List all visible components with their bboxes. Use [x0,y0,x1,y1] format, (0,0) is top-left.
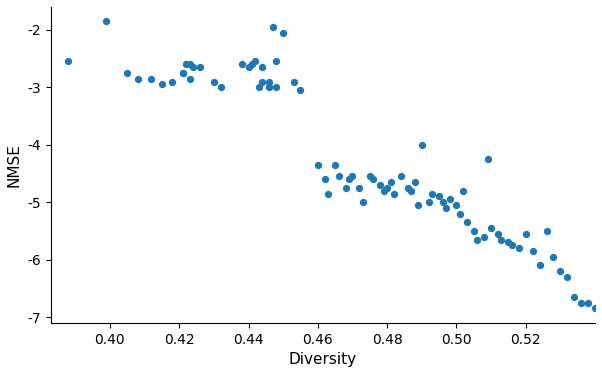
Point [347,174,357,180]
Point [535,263,544,269]
Point [410,179,420,185]
Point [379,188,388,194]
Point [278,30,288,36]
Point [386,179,396,185]
Point [258,79,267,85]
Point [514,245,524,251]
Point [441,205,451,211]
Point [445,196,455,202]
Point [133,76,143,82]
Point [358,199,368,205]
Point [521,231,530,237]
Point [185,76,194,82]
Point [244,64,253,70]
Point [313,162,323,168]
Point [396,174,406,180]
Point [334,174,343,180]
Point [341,185,350,191]
Point [562,274,572,280]
Point [462,219,471,225]
Point [272,58,281,64]
Point [569,294,579,300]
Point [122,70,132,76]
Point [368,176,378,182]
Point [258,64,267,70]
Point [590,306,600,312]
Point [493,231,503,237]
Point [497,236,506,242]
Point [323,191,333,197]
Point [556,268,565,274]
Point [195,64,205,70]
Point [289,79,299,85]
Point [264,85,274,91]
Point [452,202,461,208]
Point [296,87,305,93]
Point [542,228,551,234]
Point [268,24,278,30]
Point [469,228,479,234]
Point [414,202,423,208]
Point [548,254,558,260]
Point [254,85,264,91]
Point [185,61,194,67]
Point [438,199,447,205]
Point [365,174,374,180]
Point [382,185,392,191]
Point [406,188,416,194]
Point [583,300,593,306]
Point [320,176,329,182]
Point [376,182,385,188]
Point [272,85,281,91]
Point [181,61,191,67]
Point [486,225,496,231]
Y-axis label: NMSE: NMSE [7,143,22,187]
Point [247,61,257,67]
X-axis label: Diversity: Diversity [289,352,357,367]
Point [479,234,489,240]
Point [507,242,517,248]
Point [178,70,187,76]
Point [237,61,246,67]
Point [167,79,177,85]
Point [355,185,364,191]
Point [459,188,468,194]
Point [576,300,586,306]
Point [455,211,465,217]
Point [102,18,111,24]
Point [417,142,427,148]
Point [209,79,219,85]
Point [250,58,260,64]
Point [427,191,437,197]
Point [389,191,399,197]
Point [157,82,167,88]
Point [434,193,444,199]
Point [330,162,340,168]
Point [188,64,198,70]
Point [424,199,433,205]
Point [473,236,482,242]
Point [504,239,514,245]
Point [483,156,492,162]
Point [528,248,538,254]
Point [403,185,413,191]
Point [147,76,157,82]
Point [344,176,354,182]
Point [178,70,187,76]
Point [216,85,226,91]
Point [63,58,73,64]
Point [264,79,274,85]
